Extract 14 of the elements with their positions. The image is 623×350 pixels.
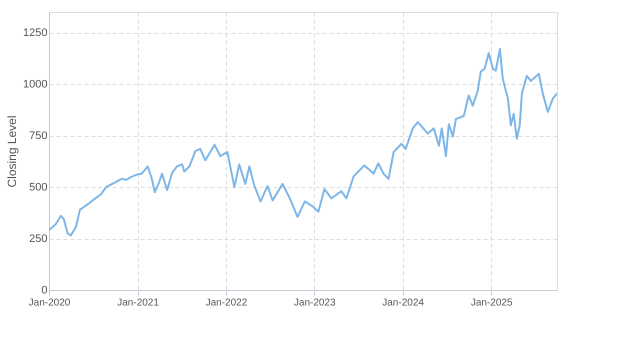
line-series [49, 48, 557, 236]
x-tick-label: Jan-2022 [206, 298, 248, 308]
y-tick-label: 250 [29, 233, 48, 246]
x-tick-label: Jan-2024 [382, 298, 424, 308]
y-tick-label: 1000 [23, 78, 48, 91]
y-tick-label: 750 [29, 130, 48, 142]
x-tick-label: Jan-2023 [294, 298, 336, 308]
y-tick-label: 0 [41, 284, 48, 296]
y-tick-label: 500 [29, 182, 48, 194]
x-tick-label: Jan-2020 [28, 298, 71, 308]
x-tick-label: Jan-2025 [470, 298, 513, 308]
y-tick-label: 1250 [23, 27, 48, 40]
x-tick-label: Jan-2021 [117, 298, 160, 308]
y-axis-title: Closing Level [5, 115, 20, 188]
